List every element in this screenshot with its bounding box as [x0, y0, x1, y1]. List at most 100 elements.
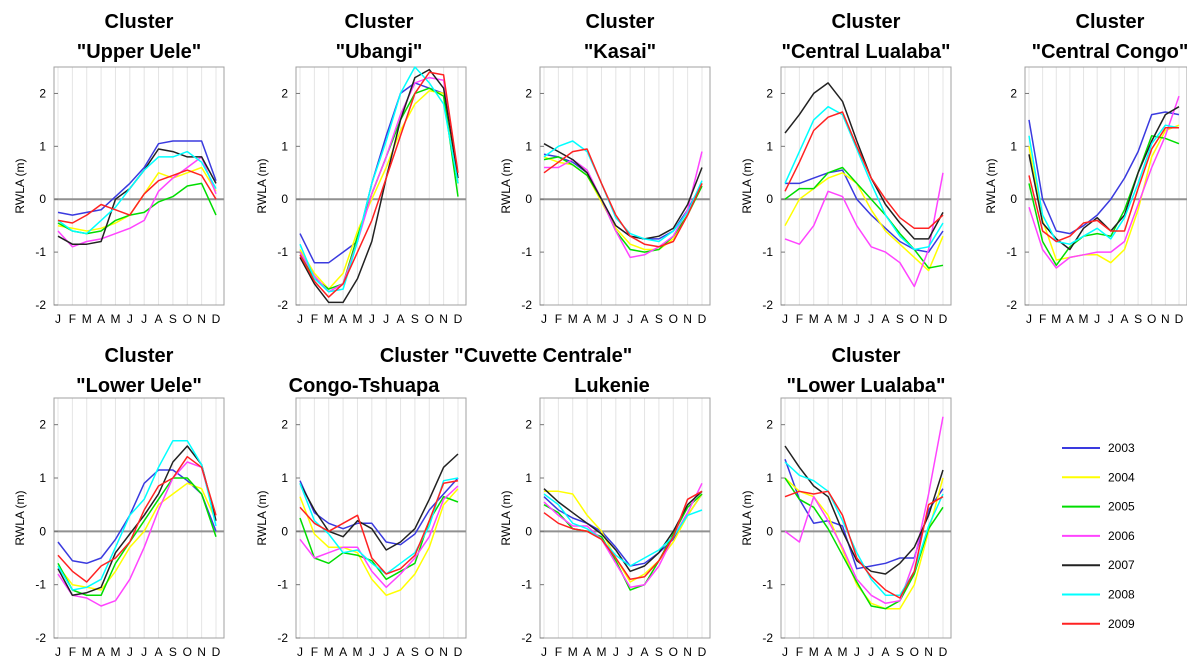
series-line-2008: [299, 477, 459, 575]
series-line-2006: [299, 485, 459, 589]
panel-title-line-2: "Ubangi": [336, 41, 423, 63]
x-tick-label: M: [1051, 312, 1061, 326]
series-line-2006: [784, 416, 944, 605]
x-tick-label: A: [397, 312, 405, 326]
x-tick-label: A: [339, 645, 347, 657]
series-line-2008: [543, 493, 703, 567]
x-tick-label: J: [868, 312, 874, 326]
x-tick-label: J: [541, 645, 547, 657]
series-line-2009: [543, 490, 703, 581]
x-tick-label: O: [1147, 312, 1156, 326]
y-tick-label: 1: [766, 139, 773, 153]
series-line-2003: [57, 140, 217, 216]
x-tick-label: F: [69, 312, 76, 326]
series-line-2004: [544, 490, 703, 583]
y-tick-label: 1: [525, 139, 532, 153]
plot-frame: [539, 66, 711, 306]
y-axis-label: RWLA (m): [13, 490, 27, 545]
x-tick-label: S: [411, 645, 419, 657]
x-tick-label: N: [439, 312, 448, 326]
y-tick-label: 2: [1010, 86, 1017, 100]
plot-frame: [1024, 66, 1187, 306]
x-tick-label: J: [127, 645, 133, 657]
x-tick-label: D: [698, 312, 707, 326]
x-tick-label: D: [212, 645, 221, 657]
y-tick-label: 1: [39, 471, 46, 485]
x-tick-label: A: [882, 645, 890, 657]
panel-title-line-2: "Lower Uele": [76, 375, 202, 397]
x-tick-label: A: [397, 645, 405, 657]
x-tick-label: J: [369, 312, 375, 326]
x-tick-label: J: [383, 312, 389, 326]
x-tick-label: M: [596, 312, 606, 326]
y-axis-label: RWLA (m): [499, 158, 513, 213]
series-line-2005: [57, 182, 217, 235]
x-tick-label: J: [854, 645, 860, 657]
x-tick-label: J: [297, 645, 303, 657]
series-line-2005: [299, 87, 459, 290]
y-tick-label: -1: [277, 245, 288, 259]
series-line-2005: [57, 477, 217, 597]
panel-title-line-2: "Central Lualaba": [781, 41, 950, 63]
panel-title-line-1: Congo-Tshuapa: [289, 375, 441, 397]
y-tick-label: -1: [1006, 245, 1017, 259]
y-tick-label: 0: [525, 192, 532, 206]
series-line-2007: [299, 453, 459, 551]
x-tick-label: J: [383, 645, 389, 657]
panel-title-line-1: Lukenie: [574, 375, 650, 397]
y-tick-label: -1: [277, 578, 288, 592]
x-tick-label: J: [369, 645, 375, 657]
series-line-2009: [784, 111, 944, 230]
series-line-2004: [1028, 124, 1180, 264]
y-tick-label: 0: [1010, 192, 1017, 206]
y-tick-label: 1: [766, 471, 773, 485]
y-tick-label: -2: [521, 631, 532, 645]
x-tick-label: O: [183, 645, 192, 657]
series-line-2004: [57, 482, 217, 591]
series-line-2008: [784, 105, 944, 251]
series-line-2007: [299, 68, 459, 304]
y-tick-label: 2: [525, 86, 532, 100]
x-tick-label: F: [555, 645, 562, 657]
series-line-2004: [543, 156, 703, 251]
y-tick-label: -2: [35, 631, 46, 645]
series-line-2009: [299, 71, 459, 298]
series-line-2009: [1028, 127, 1179, 243]
y-tick-label: 2: [281, 86, 288, 100]
x-tick-label: J: [868, 645, 874, 657]
x-tick-label: A: [1120, 312, 1128, 326]
y-tick-label: 0: [766, 192, 773, 206]
y-tick-label: -2: [277, 631, 288, 645]
x-tick-label: S: [896, 645, 904, 657]
y-axis-label: RWLA (m): [255, 158, 269, 213]
legend-label-2004: 2004: [1108, 470, 1135, 484]
legend-label-2009: 2009: [1108, 617, 1135, 631]
series-line-2004: [299, 90, 459, 290]
plot-frame: [53, 397, 225, 639]
x-tick-label: S: [1134, 312, 1142, 326]
x-tick-label: S: [896, 312, 904, 326]
x-tick-label: N: [683, 645, 692, 657]
series-line-2007: [784, 82, 944, 240]
series-line-2009: [57, 169, 217, 224]
y-tick-label: 1: [39, 139, 46, 153]
x-tick-label: J: [141, 312, 147, 326]
x-tick-label: M: [837, 312, 847, 326]
series-line-2008: [57, 150, 217, 235]
series-line-2004: [784, 172, 944, 272]
y-axis-label: RWLA (m): [984, 158, 998, 213]
y-axis-label: RWLA (m): [740, 490, 754, 545]
x-tick-label: M: [352, 645, 362, 657]
panel-title-line-1: Cluster: [832, 345, 901, 367]
series-line-2005: [784, 166, 944, 269]
x-tick-label: M: [568, 645, 578, 657]
series-line-2006: [57, 461, 217, 607]
panel-title-line-2: "Kasai": [584, 41, 656, 63]
y-tick-label: 2: [39, 418, 46, 432]
x-tick-label: J: [627, 645, 633, 657]
legend-label-2003: 2003: [1108, 441, 1135, 455]
y-axis-label: RWLA (m): [13, 158, 27, 213]
x-tick-label: F: [311, 312, 318, 326]
